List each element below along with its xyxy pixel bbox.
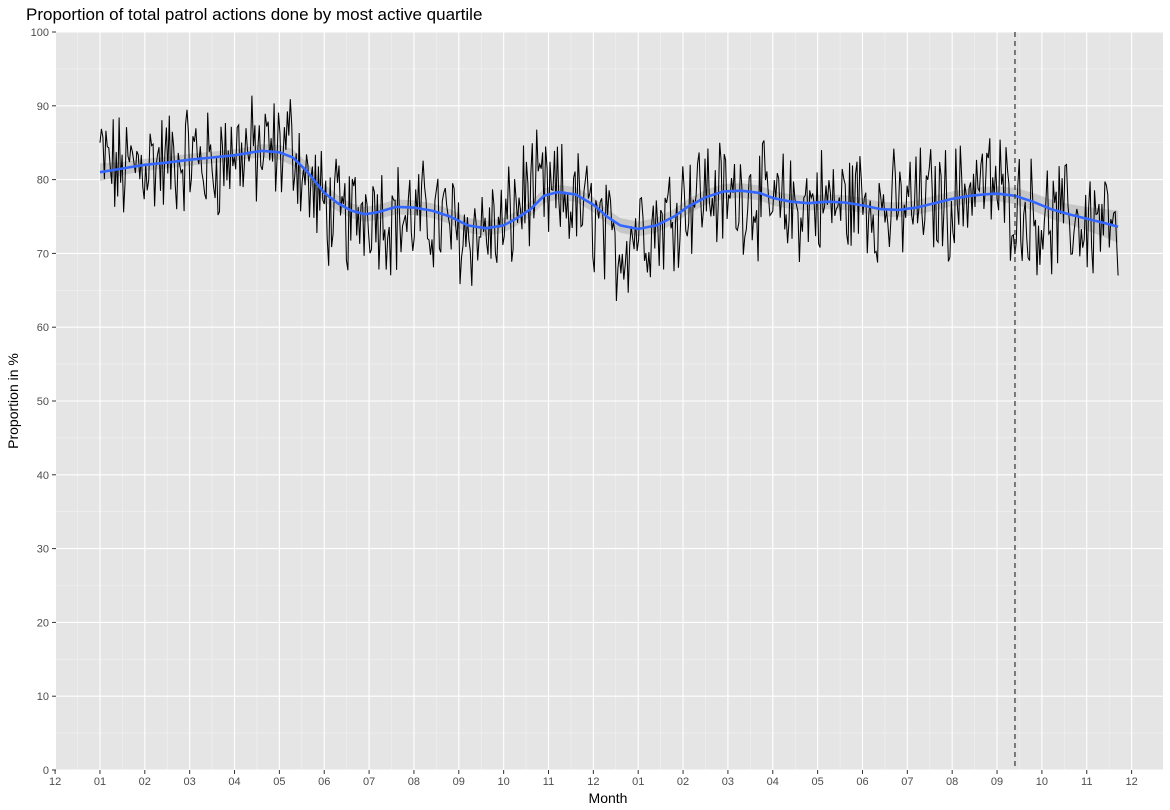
x-axis: 12 01 02 03 04 05 06 07 08 09 10 11 12 01 02 03 04 05 06 07… — [49, 770, 1138, 788]
x-tick-label: 11 — [543, 776, 554, 788]
x-tick-label: 09 — [453, 776, 465, 788]
x-tick-label: 04 — [228, 776, 240, 788]
x-tick-label: 08 — [408, 776, 420, 788]
y-tick-label: 80 — [37, 175, 49, 187]
y-tick-label: 90 — [37, 101, 49, 113]
x-tick-label: 08 — [946, 776, 958, 788]
x-tick-label: 03 — [184, 776, 196, 788]
y-tick-label: 20 — [37, 617, 49, 629]
x-axis-title: Month — [589, 790, 628, 806]
x-tick-label: 10 — [1036, 776, 1048, 788]
x-tick-label: 02 — [677, 776, 689, 788]
y-axis-title: Proportion in % — [5, 353, 21, 449]
x-tick-label: 12 — [49, 776, 61, 788]
x-tick-label: 01 — [632, 776, 644, 788]
y-tick-label: 50 — [37, 396, 49, 408]
x-tick-label: 07 — [363, 776, 375, 788]
x-tick-label: 07 — [901, 776, 913, 788]
y-tick-label: 70 — [37, 248, 49, 260]
y-tick-label: 100 — [31, 27, 49, 39]
x-tick-label: 05 — [811, 776, 823, 788]
x-tick-label: 04 — [767, 776, 779, 788]
smooth-series-line — [99, 149, 1119, 231]
major-gridlines — [54, 31, 1163, 771]
x-tick-label: 05 — [273, 776, 285, 788]
y-axis: 0 10 20 30 40 50 60 70 80 90 100 — [31, 27, 56, 777]
confidence-band — [100, 144, 1119, 244]
x-tick-label: 09 — [991, 776, 1003, 788]
y-tick-label: 10 — [37, 691, 49, 703]
x-tick-label: 02 — [139, 776, 151, 788]
x-tick-label: 12 — [1125, 776, 1137, 788]
y-tick-label: 30 — [37, 544, 49, 556]
confidence-band-layer — [100, 144, 1119, 244]
x-tick-label: 11 — [1081, 776, 1092, 788]
raw-series-line — [99, 95, 1119, 302]
chart-title: Proportion of total patrol actions done … — [26, 5, 482, 24]
x-tick-label: 01 — [94, 776, 106, 788]
y-tick-label: 60 — [37, 322, 49, 334]
x-tick-label: 06 — [856, 776, 868, 788]
y-tick-label: 0 — [43, 765, 49, 777]
y-tick-label: 40 — [37, 470, 49, 482]
smooth-series-layer — [99, 149, 1119, 231]
raw-series-layer — [99, 95, 1119, 302]
x-tick-label: 12 — [587, 776, 599, 788]
x-tick-label: 03 — [722, 776, 734, 788]
x-tick-label: 10 — [498, 776, 510, 788]
x-tick-label: 06 — [318, 776, 330, 788]
